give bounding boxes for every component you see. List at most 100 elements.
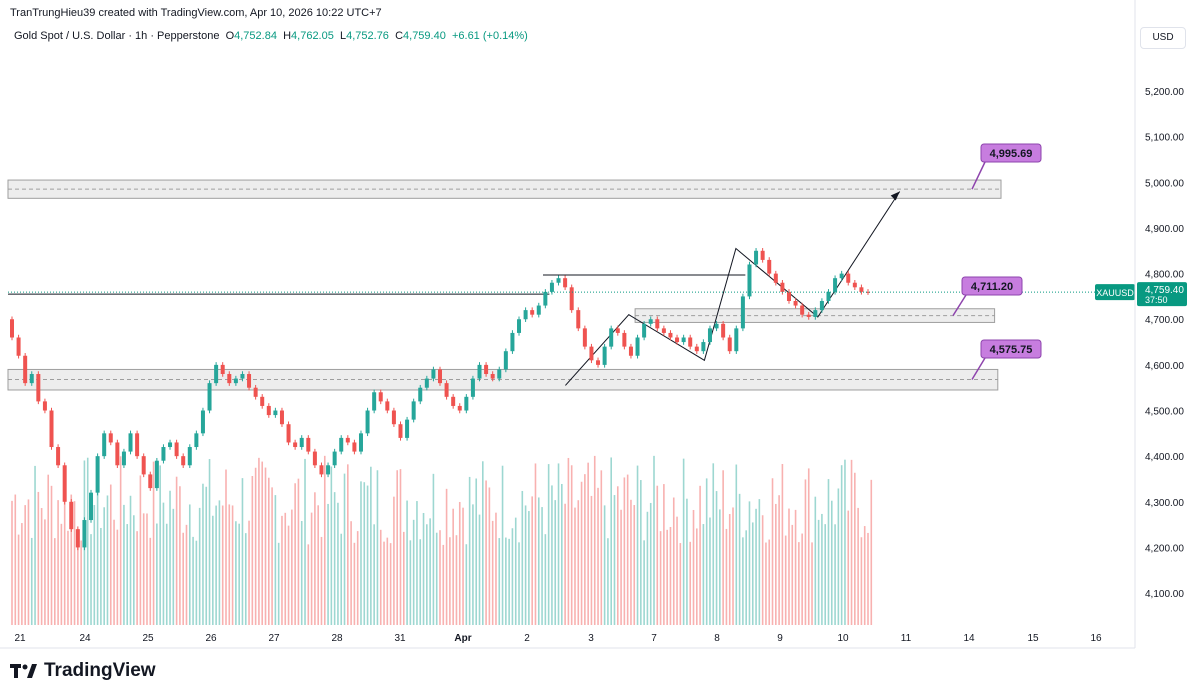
candle-body	[405, 419, 410, 438]
volume-bar	[106, 495, 109, 625]
callout-bg	[961, 276, 1023, 296]
volume-bar	[709, 517, 711, 625]
x-tick-label: 11	[901, 633, 912, 644]
volume-bar	[544, 534, 547, 625]
candle-body	[345, 437, 350, 443]
candle-body	[69, 501, 74, 530]
volume-bar	[778, 495, 780, 625]
candle-body	[326, 465, 331, 475]
volume-bar	[238, 523, 240, 625]
candle-body	[576, 310, 581, 329]
volume-bar	[337, 502, 339, 625]
volume-bar	[623, 477, 626, 625]
volume-bar	[854, 472, 856, 625]
volume-bar	[360, 481, 362, 625]
callout-pointer	[971, 357, 986, 380]
volume-bar	[580, 481, 583, 625]
x-tick-label: 15	[1027, 633, 1039, 644]
volume-bar	[435, 532, 438, 625]
volume-bar	[182, 532, 184, 625]
candle-body	[707, 328, 712, 343]
volume-bar	[218, 500, 221, 625]
x-tick-label: 24	[79, 633, 91, 644]
candle-body	[75, 529, 80, 548]
volume-bar	[116, 529, 119, 625]
volume-bar	[705, 478, 708, 625]
volume-bar	[817, 519, 820, 625]
candle-body	[23, 355, 28, 384]
volume-bar	[498, 538, 501, 625]
volume-bar	[455, 535, 458, 625]
candle-body	[312, 451, 317, 466]
volume-bar	[738, 493, 741, 625]
volume-bar	[745, 530, 747, 625]
volume-bar	[251, 476, 254, 625]
volume-bar	[73, 501, 76, 625]
volume-bar	[863, 526, 866, 625]
volume-bar	[317, 505, 319, 625]
candle-body	[813, 310, 818, 317]
chart-credit: TranTrungHieu39 created with TradingView…	[10, 7, 382, 19]
volume-bar	[281, 515, 283, 625]
candle-body	[846, 273, 851, 283]
ohlc-open-label: O	[225, 30, 235, 42]
tradingview-logo[interactable]: TradingView	[10, 660, 156, 682]
volume-bar	[807, 468, 810, 625]
volume-bar	[811, 542, 813, 625]
volume-bar	[333, 492, 336, 625]
candle-body	[530, 310, 535, 315]
callout-bg	[980, 339, 1042, 359]
volume-bar	[432, 473, 435, 625]
volume-bar	[442, 544, 445, 625]
volume-bar	[689, 541, 692, 625]
candle-body	[438, 369, 442, 384]
volume-bar	[518, 542, 520, 625]
candle-body	[141, 456, 146, 475]
volume-bar	[600, 470, 603, 625]
volume-bar	[133, 515, 135, 625]
volume-bar	[165, 523, 168, 625]
volume-bar	[399, 469, 402, 625]
volume-bar	[830, 500, 833, 625]
candle-body	[431, 369, 436, 379]
candle-body	[714, 323, 719, 329]
volume-bar	[613, 495, 616, 625]
volume-bar	[123, 504, 125, 625]
volume-bar	[152, 461, 155, 625]
candle-body	[793, 300, 798, 306]
candle-body	[62, 465, 67, 502]
candle-body	[852, 282, 857, 288]
candle-body	[655, 319, 660, 329]
candle-body	[688, 337, 693, 347]
volume-bar	[57, 500, 59, 625]
candle-body	[42, 401, 47, 411]
volume-bar	[788, 508, 790, 625]
x-tick-label: 27	[268, 633, 280, 644]
volume-bar	[340, 533, 343, 625]
volume-bar	[208, 459, 211, 625]
volume-bar	[379, 529, 382, 625]
candle-body	[279, 410, 284, 425]
y-tick-label: 4,500.00	[1145, 407, 1184, 418]
volume-bar	[70, 494, 73, 625]
y-tick-label: 5,200.00	[1145, 87, 1184, 98]
candle-body	[701, 342, 706, 352]
candle-body	[121, 451, 126, 466]
volume-bar	[100, 527, 102, 625]
volume-bar	[676, 516, 678, 625]
volume-bar	[195, 540, 198, 625]
volume-bar	[149, 537, 152, 625]
volume-bar	[735, 464, 738, 625]
volume-bar	[109, 484, 112, 625]
candle-body	[207, 383, 212, 411]
x-tick-label: 14	[963, 633, 975, 644]
volume-bar	[712, 463, 715, 625]
volume-bar	[221, 505, 224, 625]
candle-body	[102, 433, 107, 457]
volume-bar	[376, 470, 379, 625]
candle-body	[549, 282, 554, 292]
volume-bar	[50, 485, 53, 625]
currency-button[interactable]: USD	[1140, 27, 1186, 49]
